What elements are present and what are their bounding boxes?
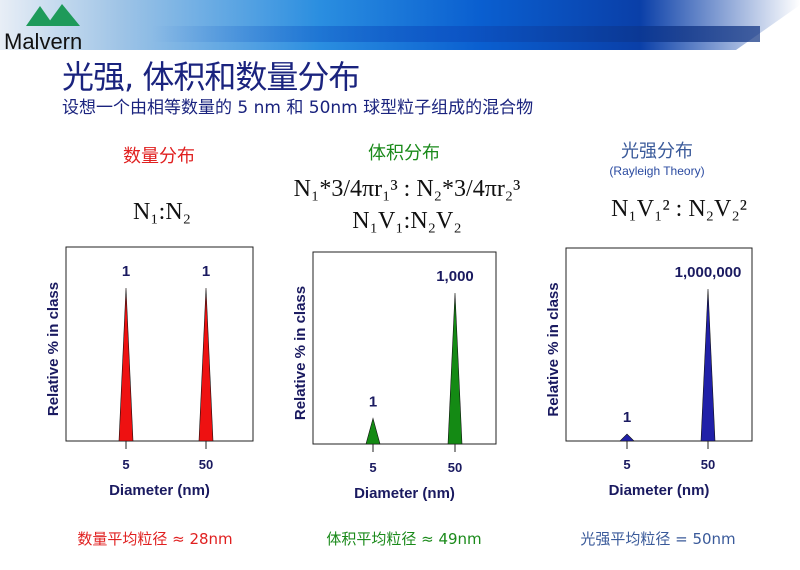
x-tick-label: 50 [701,457,715,472]
number-mean-footer: 数量平均粒径 ≈ 28nm [77,530,233,548]
y-axis-label: Relative % in class [45,282,62,416]
x-axis-label: Diameter (nm) [354,485,455,502]
data-label: 1 [369,393,377,410]
volume-heading: 体积分布 [368,143,440,164]
data-label: 1,000 [436,268,474,285]
number-heading: 数量分布 [123,146,195,167]
y-axis-label: Relative % in class [292,286,309,420]
rayleigh-note: (Rayleigh Theory) [609,164,705,178]
volume-mean-footer: 体积平均粒径 ≈ 49nm [326,530,482,548]
intensity-heading: 光强分布 [621,141,693,162]
volume-formula-2: N₁V₁:N₂V₂ [352,208,462,234]
plot-area [565,247,753,442]
intensity-formula: N₁V₁² : N₂V₂² [611,196,747,222]
x-tick-label: 5 [623,457,630,472]
plot-area [312,251,497,445]
data-label: 1 [202,263,210,280]
data-label: 1,000,000 [675,264,742,281]
slide-title: 光强, 体积和数量分布 [62,58,360,96]
slide-subtitle: 设想一个由相等数量的 5 nm 和 50nm 球型粒子组成的混合物 [62,98,534,118]
data-label: 1 [122,263,130,280]
x-tick-label: 5 [122,457,129,472]
intensity-mean-footer: 光强平均粒径 = 50nm [580,530,736,548]
y-axis-label: Relative % in class [545,282,562,416]
number-formula: N₁:N₂ [132,199,192,225]
volume-formula-1: N₁*3/4πr₁³ : N₂*3/4πr₂³ [293,176,521,202]
x-axis-label: Diameter (nm) [609,482,710,499]
x-tick-label: 50 [199,457,213,472]
brand-name: Malvern [4,29,83,54]
x-tick-label: 50 [448,460,462,475]
plot-area [65,246,254,442]
malvern-logo-icon [26,4,80,26]
x-tick-label: 5 [369,460,376,475]
header-banner-stripe [0,26,760,42]
data-label: 1 [623,409,631,426]
x-axis-label: Diameter (nm) [109,482,210,499]
